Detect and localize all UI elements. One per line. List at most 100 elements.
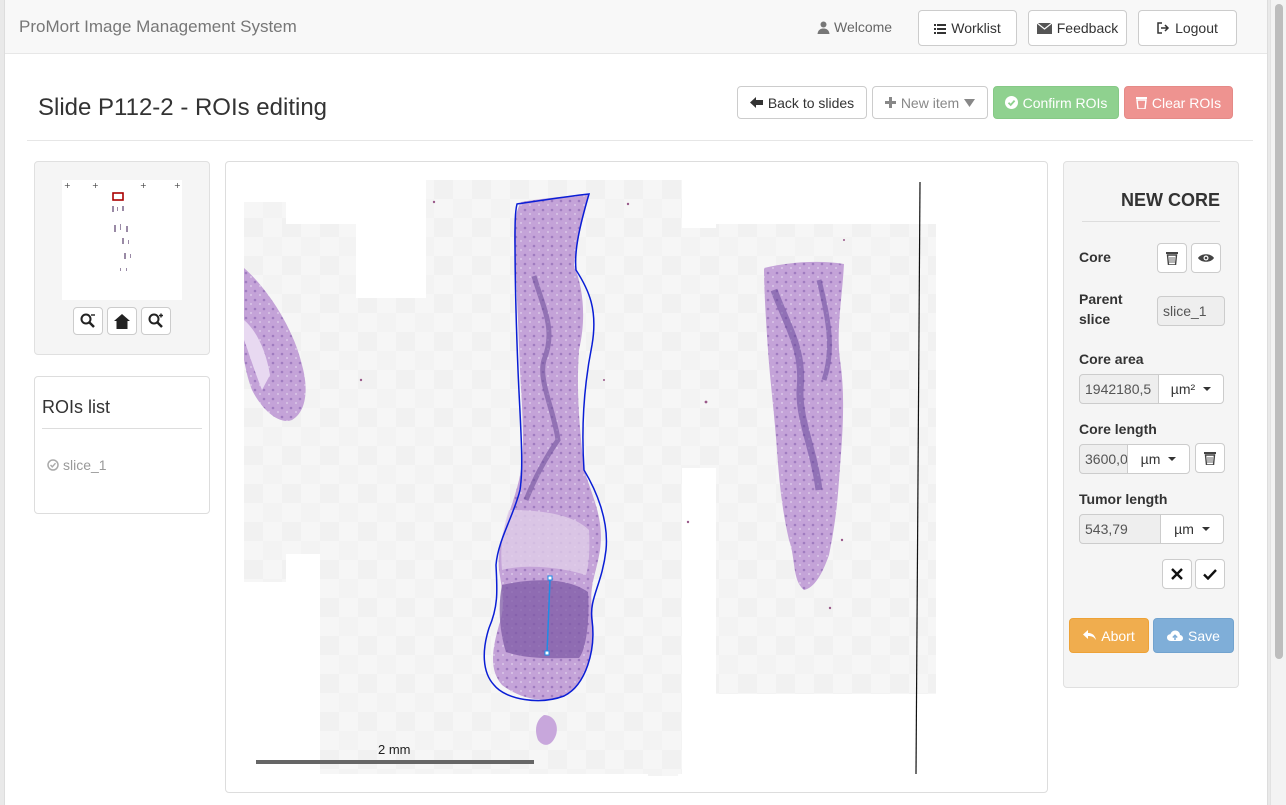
logout-button[interactable]: Logout xyxy=(1138,10,1237,46)
delete-core-button[interactable] xyxy=(1157,243,1187,273)
roi-list-item[interactable]: slice_1 xyxy=(47,457,107,473)
welcome-user: Welcome xyxy=(817,19,892,35)
back-to-slides-label: Back to slides xyxy=(767,94,855,111)
scrollbar-thumb[interactable] xyxy=(1275,4,1283,659)
cloud-upload-icon xyxy=(1167,630,1184,641)
page-scrollbar[interactable] xyxy=(1270,0,1286,805)
slide-edge-line xyxy=(915,181,921,775)
check-circle-icon xyxy=(1004,96,1018,109)
slide-viewer-canvas[interactable]: 2 mm xyxy=(244,180,938,780)
svg-text:+: + xyxy=(140,181,147,190)
core-area-label: Core area xyxy=(1079,351,1144,367)
delete-core-length-button[interactable] xyxy=(1195,443,1225,473)
parent-slice-label-line1: Parent xyxy=(1079,291,1123,307)
scale-bar-label: 2 mm xyxy=(378,742,411,757)
core-length-unit-label: µm xyxy=(1140,451,1161,467)
rois-list-divider xyxy=(42,428,202,429)
caret-down-icon xyxy=(1203,387,1212,391)
new-core-title: NEW CORE xyxy=(1121,190,1220,210)
core-label: Core xyxy=(1079,249,1111,265)
clear-rois-label: Clear ROIs xyxy=(1151,94,1222,111)
core-length-unit-dropdown[interactable]: µm xyxy=(1127,444,1190,474)
tumor-length-unit-dropdown[interactable]: µm xyxy=(1160,514,1224,544)
welcome-label: Welcome xyxy=(834,19,893,35)
worklist-label: Worklist xyxy=(951,20,1001,36)
check-circle-icon xyxy=(47,459,59,471)
navbar: ProMort Image Management System Welcome … xyxy=(5,0,1267,54)
save-label: Save xyxy=(1188,627,1220,644)
trash-icon xyxy=(1166,252,1178,265)
tumor-length-ruler xyxy=(546,578,551,655)
abort-label: Abort xyxy=(1101,627,1135,644)
confirm-tumor-button[interactable] xyxy=(1195,559,1225,589)
tumor-length-unit-label: µm xyxy=(1174,521,1194,537)
rois-list-panel: ROIs list slice_1 xyxy=(34,376,210,514)
home-view-button[interactable] xyxy=(107,307,137,335)
new-item-dropdown[interactable]: New item xyxy=(872,86,988,119)
envelope-icon xyxy=(1036,22,1052,34)
core-area-unit-label: µm² xyxy=(1170,381,1196,397)
trash-icon xyxy=(1135,97,1147,109)
core-length-label: Core length xyxy=(1079,421,1157,437)
caret-down-icon xyxy=(1201,527,1210,531)
confirm-rois-button[interactable]: Confirm ROIs xyxy=(993,86,1119,119)
list-icon xyxy=(934,23,947,34)
page-title: Slide P112-2 - ROIs editing xyxy=(38,94,328,121)
core-length-field[interactable]: 3600,0 xyxy=(1079,444,1128,474)
cancel-tumor-button[interactable] xyxy=(1162,559,1192,589)
parent-slice-label: Parent slice xyxy=(1079,289,1123,329)
close-icon xyxy=(1171,568,1183,580)
plus-icon xyxy=(884,97,896,108)
eye-icon xyxy=(1198,254,1214,262)
arrow-left-icon xyxy=(749,97,763,108)
roi-outline xyxy=(483,193,608,702)
core-area-field[interactable]: 1942180,5 xyxy=(1079,374,1159,404)
new-core-panel: NEW CORE Core Parent slice slice_1 Core … xyxy=(1063,161,1239,688)
zoom-out-icon xyxy=(80,313,95,328)
app-brand[interactable]: ProMort Image Management System xyxy=(19,17,297,36)
feedback-button[interactable]: Feedback xyxy=(1028,10,1127,46)
svg-text:+: + xyxy=(92,181,99,190)
navigator-panel: + + + + xyxy=(34,161,210,355)
trash-icon xyxy=(1204,452,1216,465)
viewport-marker xyxy=(112,192,124,201)
tissue-core-center xyxy=(493,194,601,700)
rois-list-title: ROIs list xyxy=(42,397,111,417)
tumor-region xyxy=(499,580,589,659)
reply-icon xyxy=(1083,630,1097,640)
user-icon xyxy=(817,21,830,34)
slide-thumbnail[interactable]: + + + + xyxy=(62,180,182,300)
logout-label: Logout xyxy=(1175,20,1218,36)
tissue-fragment-small xyxy=(536,715,557,745)
header-divider xyxy=(27,140,1253,141)
worklist-button[interactable]: Worklist xyxy=(918,10,1017,46)
caret-down-icon xyxy=(1168,457,1177,461)
zoom-out-button[interactable] xyxy=(73,307,103,335)
slide-viewer-panel: 2 mm xyxy=(225,161,1048,793)
confirm-rois-label: Confirm ROIs xyxy=(1022,94,1108,111)
zoom-in-icon xyxy=(148,313,163,328)
abort-button[interactable]: Abort xyxy=(1069,618,1149,653)
new-item-label: New item xyxy=(900,94,960,111)
tumor-length-field[interactable]: 543,79 xyxy=(1079,514,1161,544)
feedback-label: Feedback xyxy=(1056,20,1119,36)
app-window: ProMort Image Management System Welcome … xyxy=(4,0,1268,805)
clear-rois-button[interactable]: Clear ROIs xyxy=(1124,86,1233,119)
check-icon xyxy=(1203,568,1217,580)
scale-bar xyxy=(256,760,534,764)
triangle-down-icon xyxy=(964,98,976,107)
tumor-length-label: Tumor length xyxy=(1079,491,1168,507)
svg-text:+: + xyxy=(174,181,181,190)
zoom-in-button[interactable] xyxy=(141,307,171,335)
roi-list-item-label: slice_1 xyxy=(63,457,107,473)
parent-slice-label-line2: slice xyxy=(1079,311,1111,327)
core-area-unit-dropdown[interactable]: µm² xyxy=(1158,374,1224,404)
svg-text:+: + xyxy=(64,181,71,190)
toggle-visibility-button[interactable] xyxy=(1191,243,1221,273)
save-button[interactable]: Save xyxy=(1153,618,1234,653)
new-core-divider xyxy=(1082,221,1220,222)
logout-icon xyxy=(1157,22,1170,34)
parent-slice-field[interactable]: slice_1 xyxy=(1157,296,1225,326)
back-to-slides-button[interactable]: Back to slides xyxy=(737,86,867,119)
home-icon xyxy=(114,313,130,329)
